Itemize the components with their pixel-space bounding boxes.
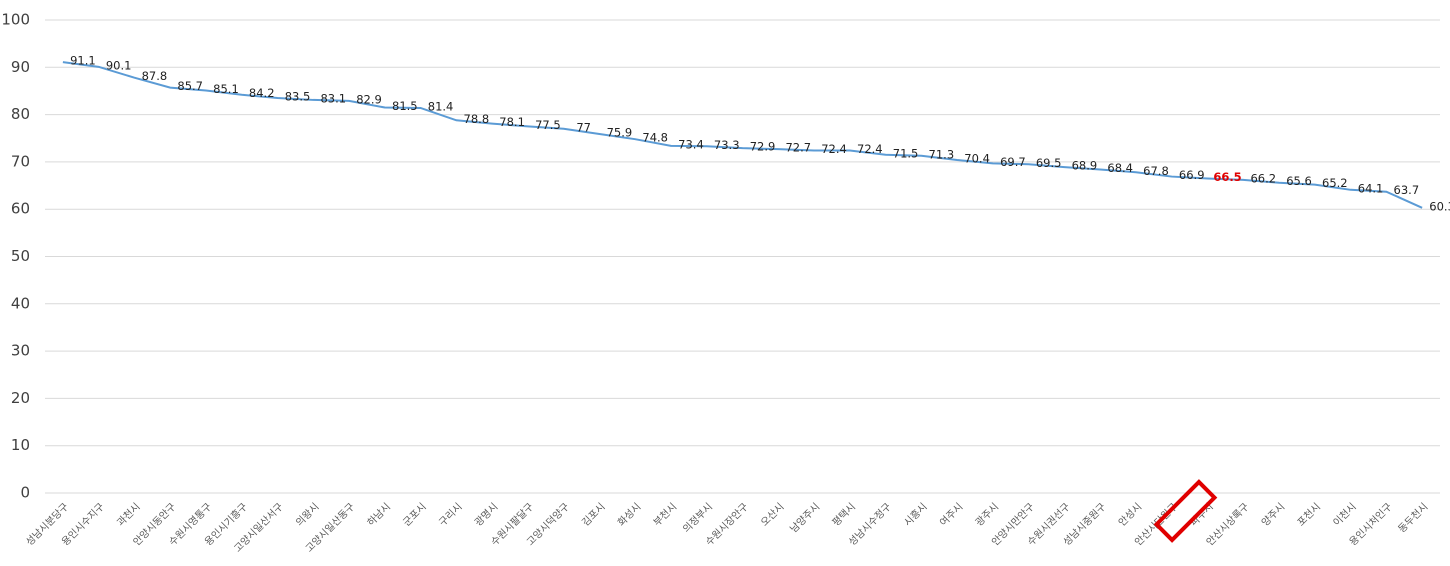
x-tick-label: 군포시	[401, 501, 429, 529]
data-label: 72.4	[857, 142, 883, 156]
data-label: 81.4	[428, 99, 454, 113]
y-tick-label: 90	[11, 58, 30, 76]
x-tick-label: 파주시	[1188, 501, 1216, 529]
x-tick-label: 화성시	[615, 501, 643, 529]
x-tick-label: 평택시	[830, 501, 858, 529]
data-label: 87.8	[142, 69, 168, 83]
y-tick-label: 40	[11, 294, 30, 312]
data-label: 72.7	[785, 141, 811, 155]
data-label: 72.4	[821, 142, 847, 156]
data-label: 77	[576, 120, 591, 134]
data-label: 66.9	[1179, 168, 1205, 182]
data-label: 74.8	[642, 131, 668, 145]
y-tick-label: 100	[1, 11, 30, 29]
data-label: 65.2	[1322, 176, 1348, 190]
x-tick-label: 이천시	[1331, 501, 1359, 529]
y-tick-label: 10	[11, 436, 30, 454]
data-label: 64.1	[1358, 181, 1384, 195]
data-label: 69.7	[1000, 155, 1026, 169]
data-label: 82.9	[356, 92, 382, 106]
y-tick-label: 20	[11, 389, 30, 407]
x-tick-label: 과천시	[115, 501, 143, 529]
x-tick-label: 의왕시	[294, 501, 322, 529]
x-tick-label: 오산시	[759, 501, 787, 529]
x-tick-label: 구리시	[437, 501, 465, 529]
data-label: 63.7	[1394, 183, 1420, 197]
data-label: 85.1	[213, 82, 239, 96]
x-tick-label: 시흥시	[901, 500, 930, 529]
data-label: 66.5	[1213, 170, 1241, 184]
highlight-box	[1153, 479, 1218, 543]
data-label: 78.1	[499, 115, 525, 129]
y-tick-label: 60	[11, 200, 30, 218]
data-label: 66.2	[1250, 171, 1276, 185]
data-label: 81.5	[392, 99, 418, 113]
x-tick-label: 포천시	[1295, 501, 1323, 529]
x-tick-label: 여주시	[937, 501, 965, 529]
y-tick-label: 30	[11, 342, 30, 360]
x-tick-label: 의정부시	[680, 501, 715, 536]
x-tick-label: 동두천시	[1396, 501, 1431, 536]
data-label: 73.4	[678, 137, 704, 151]
data-label: 91.1	[70, 54, 96, 68]
y-tick-label: 70	[11, 152, 30, 170]
data-label: 85.7	[177, 79, 203, 93]
x-tick-label: 광주시	[973, 501, 1001, 529]
data-line	[62, 61, 1423, 209]
data-label: 83.5	[285, 90, 311, 104]
data-label: 73.3	[714, 138, 740, 152]
y-tick-label: 80	[11, 105, 30, 123]
y-tick-label: 0	[20, 484, 30, 502]
data-label: 70.4	[964, 152, 990, 166]
data-label: 71.5	[893, 146, 919, 160]
data-label: 68.4	[1107, 161, 1133, 175]
data-label: 90.1	[106, 58, 132, 72]
data-label: 83.1	[320, 91, 346, 105]
x-tick-label: 양주시	[1259, 501, 1287, 529]
data-label: 72.9	[750, 140, 776, 154]
y-tick-label: 50	[11, 247, 30, 265]
x-tick-label: 안성시	[1116, 501, 1144, 529]
x-tick-label: 광명시	[472, 501, 500, 529]
data-label: 67.8	[1143, 164, 1169, 178]
x-tick-label: 김포시	[580, 501, 608, 529]
data-label: 68.9	[1072, 159, 1098, 173]
x-tick-label: 하남시	[364, 500, 393, 529]
data-label: 60.3	[1429, 199, 1450, 213]
data-label: 65.6	[1286, 174, 1312, 188]
data-label: 69.5	[1036, 156, 1062, 170]
data-label: 71.3	[929, 147, 955, 161]
data-label: 78.8	[464, 112, 490, 126]
data-label: 77.5	[535, 118, 561, 132]
data-label: 84.2	[249, 86, 275, 100]
x-tick-label: 남양주시	[788, 501, 823, 536]
x-tick-label: 부천시	[651, 501, 679, 529]
data-label: 75.9	[607, 125, 633, 139]
